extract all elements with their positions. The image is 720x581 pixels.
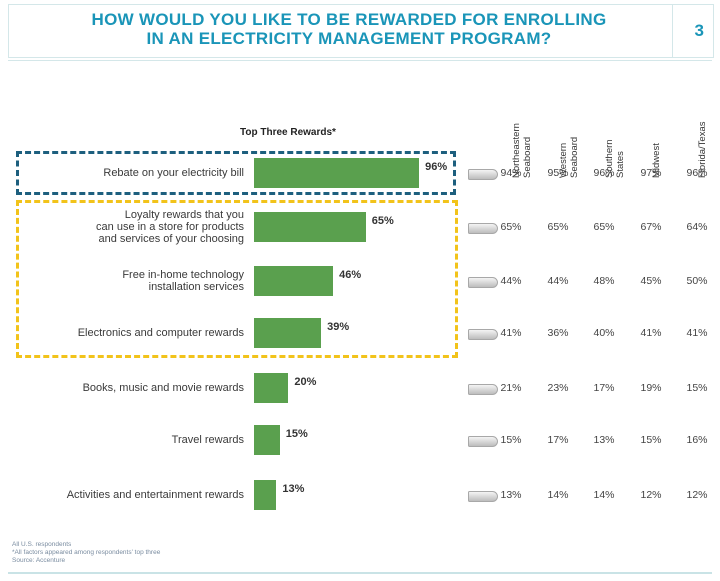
- region-value-cell: 94%: [500, 167, 522, 179]
- region-header-label: Southern States: [604, 139, 626, 178]
- region-value-cell: 97%: [640, 167, 662, 179]
- title-line-2: IN AN ELECTRICITY MANAGEMENT PROGRAM?: [146, 29, 552, 48]
- bar-value-label: 39%: [327, 321, 350, 333]
- reward-bar: [254, 480, 277, 510]
- top-reward-highlight-box: [16, 151, 456, 195]
- region-value-cell: 17%: [547, 434, 569, 446]
- region-value-cell: 44%: [547, 275, 569, 287]
- region-value-cell: 19%: [640, 382, 662, 394]
- region-value-cell: 67%: [640, 221, 662, 233]
- region-header-label: Florida/Texas: [697, 121, 708, 179]
- region-header: Western Seaboard: [558, 70, 580, 180]
- region-header: Midwest: [651, 70, 665, 180]
- region-value-cell: 96%: [593, 167, 615, 179]
- row-connector-icon: [468, 384, 498, 395]
- region-header: Florida/Texas: [697, 70, 711, 180]
- reward-label: Activities and entertainment rewards: [66, 489, 244, 501]
- title-line-1: HOW WOULD YOU LIKE TO BE REWARDED FOR EN…: [91, 10, 607, 29]
- region-value-cell: 21%: [500, 382, 522, 394]
- reward-label: Books, music and movie rewards: [82, 382, 244, 394]
- region-value-cell: 45%: [640, 275, 662, 287]
- region-value-cell: 96%: [686, 167, 708, 179]
- header-divider: [8, 60, 712, 61]
- region-value-cell: 41%: [500, 327, 522, 339]
- reward-bar: [254, 425, 280, 455]
- bottom-divider: [8, 572, 712, 574]
- region-value-cell: 48%: [593, 275, 615, 287]
- region-value-cell: 16%: [686, 434, 708, 446]
- bar-value-label: 46%: [339, 269, 362, 281]
- region-value-cell: 17%: [593, 382, 615, 394]
- reward-label: Rebate on your electricity bill: [103, 167, 244, 179]
- region-value-cell: 95%: [547, 167, 569, 179]
- reward-label: Electronics and computer rewards: [77, 327, 244, 339]
- row-connector-icon: [468, 329, 498, 340]
- row-connector-icon: [468, 436, 498, 447]
- next-rewards-highlight-box: [16, 200, 458, 358]
- bar-value-label: 20%: [294, 376, 317, 388]
- region-value-cell: 12%: [686, 489, 708, 501]
- footnote-line: *All factors appeared among respondents'…: [12, 549, 161, 556]
- region-value-cell: 15%: [640, 434, 662, 446]
- header-panel: HOW WOULD YOU LIKE TO BE REWARDED FOR EN…: [8, 4, 714, 58]
- region-value-cell: 12%: [640, 489, 662, 501]
- reward-bar: [254, 158, 420, 188]
- region-value-cell: 15%: [686, 382, 708, 394]
- page-number: 3: [694, 21, 704, 40]
- region-header-label: Western Seaboard: [558, 136, 580, 178]
- region-value-cell: 41%: [640, 327, 662, 339]
- region-value-cell: 65%: [547, 221, 569, 233]
- region-header-label: Northeastern Seaboard: [511, 123, 533, 178]
- bar-value-label: 96%: [425, 161, 448, 173]
- reward-label: Travel rewards: [171, 434, 244, 446]
- region-value-cell: 44%: [500, 275, 522, 287]
- bar-value-label: 13%: [282, 483, 305, 495]
- region-value-cell: 65%: [500, 221, 522, 233]
- reward-label: Free in-home technology installation ser…: [122, 269, 244, 293]
- footnotes: All U.S. respondents *All factors appeare…: [12, 541, 160, 565]
- page-title: HOW WOULD YOU LIKE TO BE REWARDED FOR EN…: [49, 10, 649, 48]
- region-value-cell: 50%: [686, 275, 708, 287]
- bar-value-label: 65%: [371, 215, 394, 227]
- region-value-cell: 13%: [500, 489, 522, 501]
- region-header: Southern States: [604, 70, 626, 180]
- footnote-line: All U.S. respondents: [12, 541, 72, 548]
- region-value-cell: 64%: [686, 221, 708, 233]
- region-value-cell: 36%: [547, 327, 569, 339]
- region-value-cell: 41%: [686, 327, 708, 339]
- row-connector-icon: [468, 223, 498, 234]
- reward-bar: [254, 318, 322, 348]
- page-number-box: 3: [672, 5, 713, 57]
- chart-title: Top Three Rewards*: [240, 127, 336, 138]
- footnote-line: Source: Accenture: [12, 557, 66, 564]
- region-value-cell: 23%: [547, 382, 569, 394]
- region-value-cell: 40%: [593, 327, 615, 339]
- row-connector-icon: [468, 491, 498, 502]
- reward-label: Loyalty rewards that you can use in a st…: [96, 209, 244, 245]
- region-header: Northeastern Seaboard: [511, 70, 533, 180]
- region-value-cell: 13%: [593, 434, 615, 446]
- region-value-cell: 65%: [593, 221, 615, 233]
- region-header-label: Midwest: [651, 143, 662, 178]
- reward-bar: [254, 373, 289, 403]
- region-value-cell: 15%: [500, 434, 522, 446]
- reward-bar: [254, 212, 366, 242]
- row-connector-icon: [468, 169, 498, 180]
- row-connector-icon: [468, 277, 498, 288]
- region-value-cell: 14%: [593, 489, 615, 501]
- bar-value-label: 15%: [285, 428, 308, 440]
- reward-bar: [254, 266, 334, 296]
- region-value-cell: 14%: [547, 489, 569, 501]
